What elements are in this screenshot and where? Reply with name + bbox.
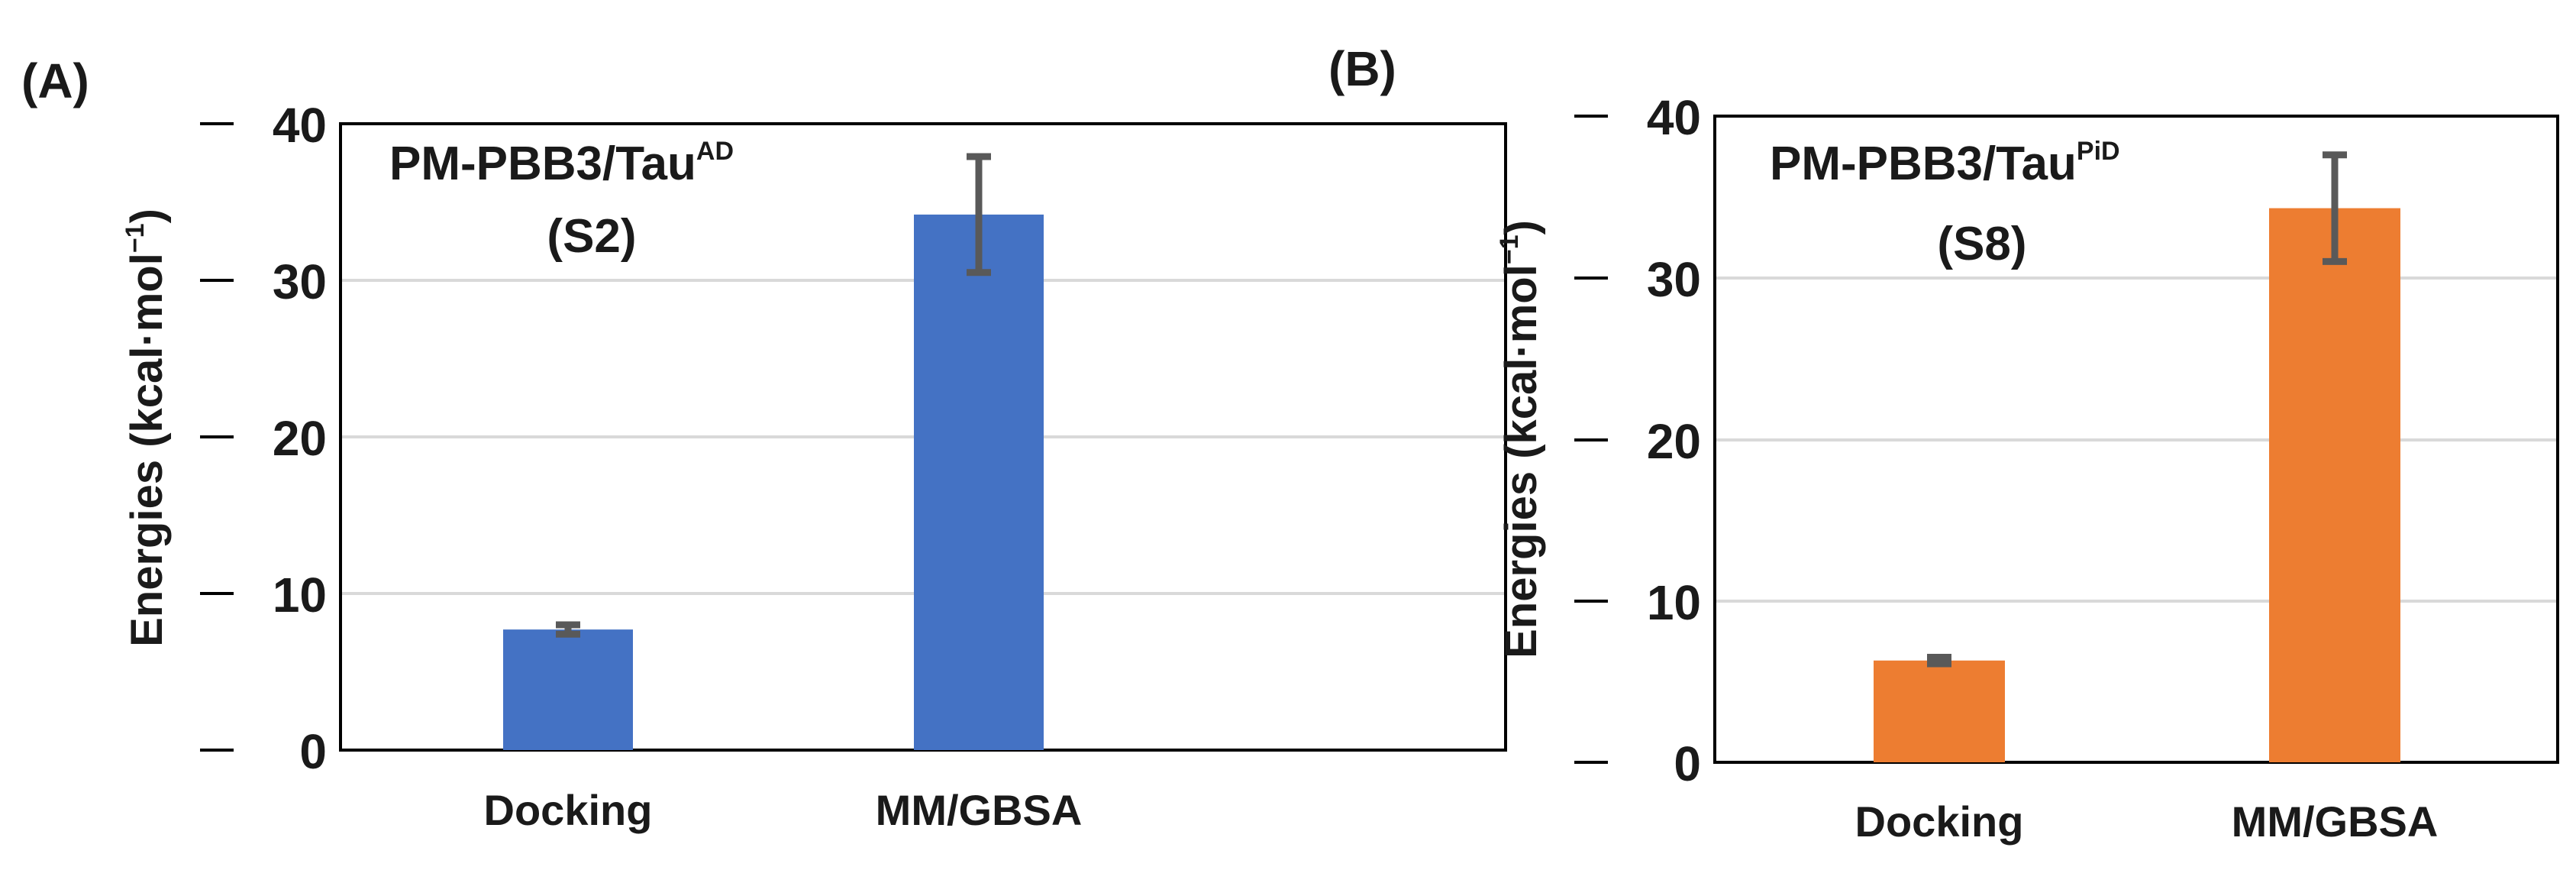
panel-b-plot-frame xyxy=(1713,115,2559,764)
panel-a-title-sup: AD xyxy=(696,137,734,166)
panel-a-ylabel-main: Energies (kcal·mol xyxy=(122,253,172,647)
panel-a-tick-label-0: 0 xyxy=(299,724,327,779)
panel-a-bars xyxy=(503,214,1044,750)
chart-panel-b: (B) 0 10 20 30 40 Energies (kcal·mol−1) … xyxy=(1328,41,2559,846)
panel-a-y-axis-label: Energies (kcal·mol−1) xyxy=(121,209,172,647)
panel-a-ylabel-sup: −1 xyxy=(121,223,150,253)
panel-b-title-line1: PM-PBB3/TauPiD xyxy=(1770,137,2120,190)
panel-b-tick-label-40: 40 xyxy=(1647,90,1701,145)
panel-b-errorbar-docking xyxy=(1927,654,1951,668)
panel-b-title-main: PM-PBB3/Tau xyxy=(1770,137,2077,190)
panel-a-ylabel-close: ) xyxy=(122,209,172,223)
panel-b-title: PM-PBB3/TauPiD (S8) xyxy=(1770,137,2120,270)
panel-b-ylabel-main: Energies (kcal·mol xyxy=(1496,264,1546,658)
panel-b-bars xyxy=(1874,208,2400,762)
panel-a-tick-label-40: 40 xyxy=(273,98,327,153)
panel-a-title-line1: PM-PBB3/TauAD xyxy=(389,137,734,190)
panel-a-bar-docking xyxy=(503,629,633,750)
panel-b-title-sup: PiD xyxy=(2077,137,2120,166)
panel-b-gridlines xyxy=(1715,277,2558,603)
panel-a-y-ticks: 0 10 20 30 40 xyxy=(200,98,327,779)
panel-b-tick-label-20: 20 xyxy=(1647,414,1701,469)
panel-b-title-line2: (S8) xyxy=(1937,218,2026,270)
panel-b-errorbar-mmgbsa xyxy=(2323,151,2347,265)
chart-panel-a: (A) 0 10 20 30 40 Energies (kcal·mol−1) … xyxy=(21,53,1507,834)
panel-a-label: (A) xyxy=(21,53,89,108)
panel-a-category-label-mmgbsa: MM/GBSA xyxy=(876,786,1083,834)
panel-b-y-axis-label: Energies (kcal·mol−1) xyxy=(1495,220,1546,658)
panel-a-tick-label-10: 10 xyxy=(273,568,327,623)
panel-b-category-label-docking: Docking xyxy=(1855,797,2024,846)
panel-a-title-line2: (S2) xyxy=(547,210,636,263)
panel-b-ylabel-close: ) xyxy=(1496,220,1546,234)
panel-b-y-ticks: 0 10 20 30 40 xyxy=(1574,90,1701,791)
panel-a-bar-mmgbsa xyxy=(914,214,1044,750)
panel-a-category-label-docking: Docking xyxy=(484,786,653,834)
panel-b-bar-mmgbsa xyxy=(2269,208,2400,762)
panel-a-title: PM-PBB3/TauAD (S2) xyxy=(389,137,734,263)
panel-a-tick-label-20: 20 xyxy=(273,411,327,466)
panel-b-tick-label-30: 30 xyxy=(1647,252,1701,307)
panel-b-tick-label-0: 0 xyxy=(1674,736,1701,791)
panel-a-errorbar-docking xyxy=(556,621,580,638)
panel-b-category-label-mmgbsa: MM/GBSA xyxy=(2232,797,2439,846)
panel-b-label: (B) xyxy=(1328,41,1396,96)
panel-b-ylabel-sup: −1 xyxy=(1495,234,1524,264)
panel-a-title-main: PM-PBB3/Tau xyxy=(389,137,696,190)
panel-b-error-bars xyxy=(1927,151,2347,668)
panel-a-tick-label-30: 30 xyxy=(273,254,327,309)
panel-b-tick-label-10: 10 xyxy=(1647,575,1701,630)
panel-b-bar-docking xyxy=(1874,660,2005,762)
panel-a-errorbar-mmgbsa xyxy=(967,153,991,277)
panel-a-error-bars xyxy=(556,153,991,638)
